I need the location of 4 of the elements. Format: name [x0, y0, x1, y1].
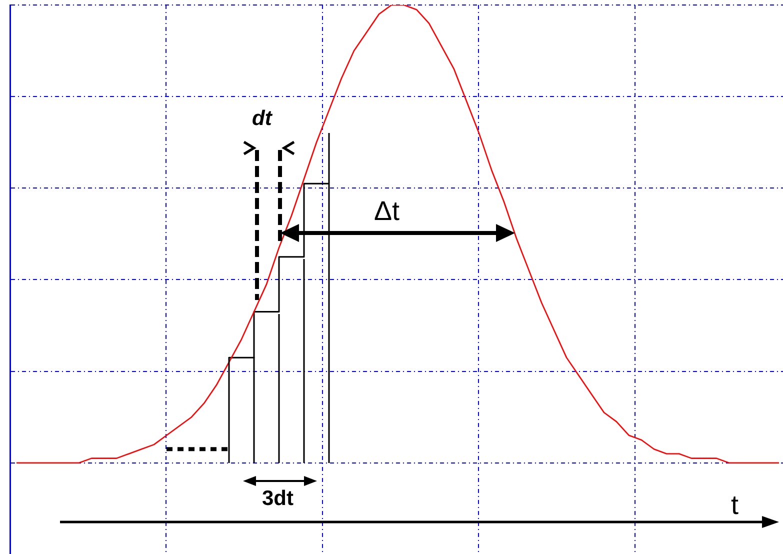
annotation: Δt: [374, 196, 400, 226]
x-axis-title: t: [731, 490, 739, 520]
text: 3dt: [262, 487, 294, 510]
annotation: dt: [252, 107, 272, 130]
